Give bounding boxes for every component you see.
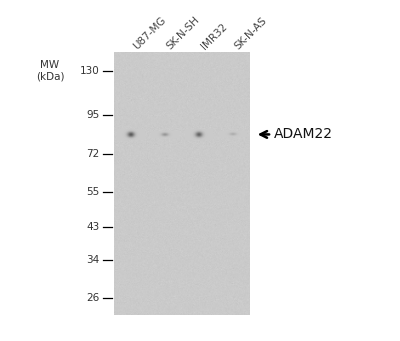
Text: MW
(kDa): MW (kDa) [36,60,64,81]
Text: 55: 55 [86,188,100,197]
Text: 95: 95 [86,110,100,120]
Text: SK-N-SH: SK-N-SH [165,14,202,51]
Text: 130: 130 [80,66,100,76]
Text: 72: 72 [86,149,100,160]
Text: IMR32: IMR32 [199,21,229,51]
Bar [114,53,250,315]
Text: U87-MG: U87-MG [131,15,168,51]
Text: 43: 43 [86,222,100,232]
Text: ADAM22: ADAM22 [274,128,333,142]
Text: SK-N-AS: SK-N-AS [233,15,269,51]
Text: 26: 26 [86,293,100,303]
Text: 34: 34 [86,255,100,265]
